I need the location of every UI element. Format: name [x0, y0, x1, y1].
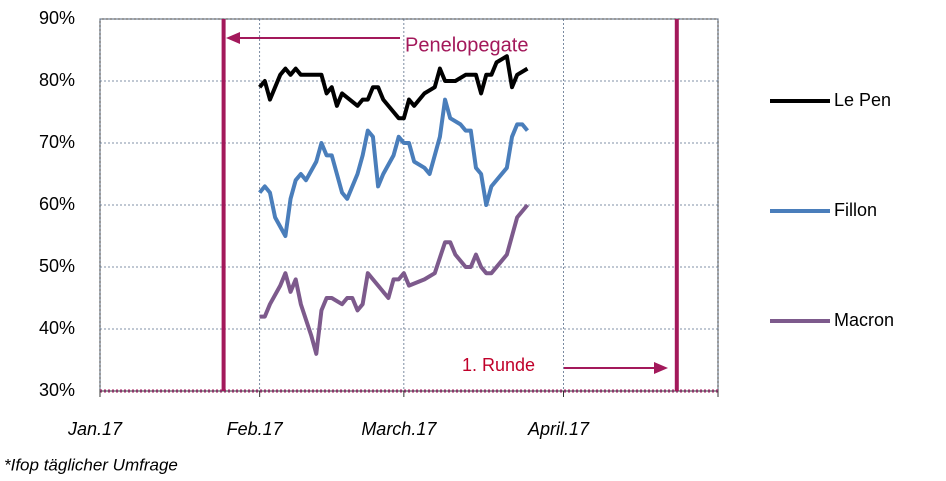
x-tick-label: Feb.17	[227, 419, 284, 439]
x-tick-label: Jan.17	[67, 419, 123, 439]
y-tick-label: 80%	[39, 70, 75, 90]
y-tick-label: 50%	[39, 256, 75, 276]
x-tick-label: April.17	[527, 419, 590, 439]
series-line	[258, 54, 529, 121]
y-tick-label: 40%	[39, 318, 75, 338]
series-line	[259, 203, 529, 356]
arrow-head	[226, 32, 240, 44]
annotation: Penelopegate	[405, 34, 528, 56]
legend-label: Le Pen	[834, 90, 891, 110]
y-tick-label: 60%	[39, 194, 75, 214]
legend-label: Macron	[834, 310, 894, 330]
footnote: *Ifop täglicher Umfrage	[4, 455, 178, 474]
y-tick-label: 70%	[39, 132, 75, 152]
arrow-head	[654, 362, 668, 374]
series-line	[258, 97, 529, 238]
annotation: 1. Runde	[462, 355, 535, 375]
y-tick-label: 30%	[39, 380, 75, 400]
legend-label: Fillon	[834, 200, 877, 220]
x-tick-label: March.17	[361, 419, 437, 439]
y-tick-label: 90%	[39, 8, 75, 28]
